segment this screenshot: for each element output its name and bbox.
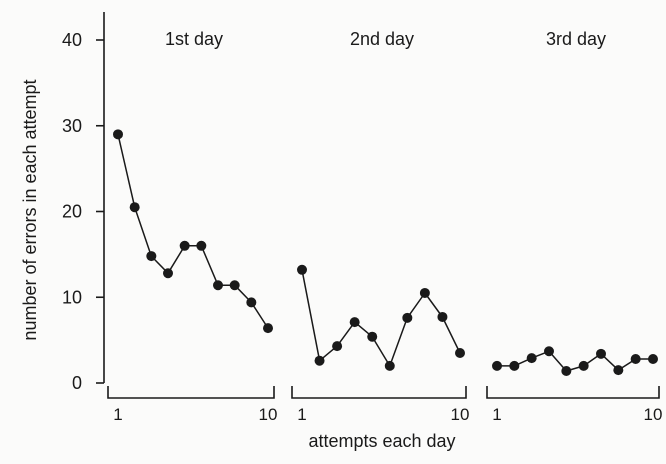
x-axis-bracket <box>486 386 660 399</box>
x-tick-label: 10 <box>451 405 470 424</box>
data-point <box>129 202 140 213</box>
data-point <box>113 129 123 140</box>
data-point <box>492 360 502 371</box>
data-point <box>314 355 325 366</box>
data-point <box>213 280 223 291</box>
data-point <box>229 280 240 291</box>
data-point <box>544 346 554 357</box>
x-tick-label: 10 <box>644 405 663 424</box>
y-tick-label: 40 <box>62 30 82 50</box>
x-axis-bracket <box>107 386 275 399</box>
data-point <box>455 347 465 358</box>
x-tick-label: 10 <box>259 405 278 424</box>
y-axis-label: number of errors in each attempt <box>20 79 40 340</box>
series-line <box>117 134 269 329</box>
panel-title: 1st day <box>165 29 223 49</box>
data-point <box>297 264 307 275</box>
data-point <box>146 251 157 262</box>
chart-panels: 1st day 1 10 2nd day 1 10 3rd day 1 10 <box>107 29 663 424</box>
data-point <box>196 240 207 251</box>
panel-title: 2nd day <box>350 29 414 49</box>
y-tick-label: 20 <box>62 202 82 222</box>
panel-3: 3rd day 1 10 <box>486 29 663 424</box>
panel-title: 3rd day <box>546 29 606 49</box>
series-line <box>497 350 653 372</box>
data-point <box>367 331 378 342</box>
series-line <box>301 269 461 367</box>
x-axis-label: attempts each day <box>308 431 455 451</box>
x-tick-label: 1 <box>492 405 501 424</box>
y-tick-label: 0 <box>72 373 82 393</box>
data-point <box>332 341 343 352</box>
data-point <box>578 360 589 371</box>
data-point <box>419 287 430 298</box>
x-axis-bracket <box>291 386 467 399</box>
data-point <box>179 240 190 251</box>
data-point <box>384 360 395 371</box>
data-point <box>561 365 572 376</box>
data-point <box>349 317 360 328</box>
x-tick-label: 1 <box>297 405 306 424</box>
data-point <box>437 311 448 322</box>
data-point <box>648 353 658 364</box>
data-point <box>630 353 641 364</box>
data-point <box>509 360 520 371</box>
y-tick-label: 30 <box>62 116 82 136</box>
x-tick-label: 1 <box>113 405 122 424</box>
data-point <box>596 348 606 359</box>
data-point <box>526 353 537 364</box>
data-point <box>263 323 273 334</box>
y-tick-label: 10 <box>62 287 82 307</box>
data-point <box>613 365 624 376</box>
panel-1: 1st day 1 10 <box>107 29 278 424</box>
panel-2: 2nd day 1 10 <box>291 29 470 424</box>
data-point <box>402 312 413 323</box>
data-point <box>163 268 173 279</box>
y-axis: 0 10 20 30 40 <box>62 12 105 393</box>
data-point <box>246 297 257 308</box>
